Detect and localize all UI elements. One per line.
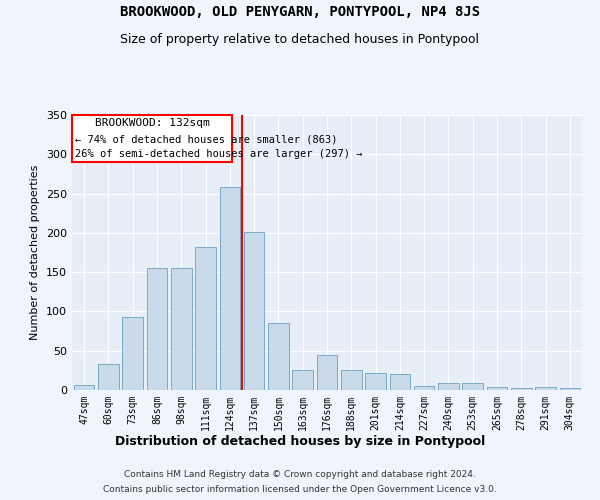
Bar	[195, 247, 216, 390]
Text: 26% of semi-detached houses are larger (297) →: 26% of semi-detached houses are larger (…	[75, 149, 362, 159]
Bar	[292, 370, 313, 390]
Bar	[341, 370, 362, 390]
Text: BROOKWOOD: 132sqm: BROOKWOOD: 132sqm	[95, 118, 209, 128]
Y-axis label: Number of detached properties: Number of detached properties	[31, 165, 40, 340]
Bar	[511, 388, 532, 390]
Bar	[438, 383, 459, 390]
Text: BROOKWOOD, OLD PENYGARN, PONTYPOOL, NP4 8JS: BROOKWOOD, OLD PENYGARN, PONTYPOOL, NP4 …	[120, 5, 480, 19]
Bar	[146, 268, 167, 390]
Text: Size of property relative to detached houses in Pontypool: Size of property relative to detached ho…	[121, 32, 479, 46]
Text: Distribution of detached houses by size in Pontypool: Distribution of detached houses by size …	[115, 435, 485, 448]
Bar	[463, 383, 483, 390]
Bar	[389, 374, 410, 390]
Bar	[268, 323, 289, 390]
Bar	[98, 364, 119, 390]
Text: Contains public sector information licensed under the Open Government Licence v3: Contains public sector information licen…	[103, 485, 497, 494]
Bar	[535, 387, 556, 390]
Bar	[487, 387, 508, 390]
Text: Contains HM Land Registry data © Crown copyright and database right 2024.: Contains HM Land Registry data © Crown c…	[124, 470, 476, 479]
Bar	[220, 188, 240, 390]
Bar	[122, 317, 143, 390]
Bar	[560, 388, 580, 390]
Text: ← 74% of detached houses are smaller (863): ← 74% of detached houses are smaller (86…	[75, 134, 337, 144]
Bar	[244, 232, 265, 390]
Bar	[74, 386, 94, 390]
Bar	[171, 268, 191, 390]
Bar	[365, 372, 386, 390]
Bar	[414, 386, 434, 390]
Bar	[317, 356, 337, 390]
